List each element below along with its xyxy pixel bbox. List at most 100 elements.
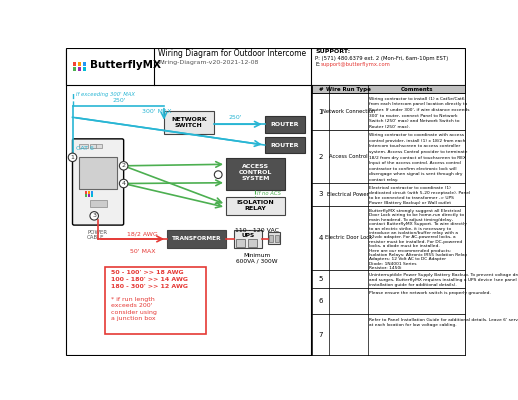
Text: 110 - 120 VAC: 110 - 120 VAC: [235, 228, 279, 233]
Circle shape: [119, 179, 128, 188]
Bar: [93, 144, 102, 148]
Text: 7: 7: [318, 332, 323, 338]
Bar: [312, 183, 465, 206]
Text: Isolation Relays: Altronix IR55 Isolation Relay: Isolation Relays: Altronix IR55 Isolatio…: [369, 253, 468, 257]
Text: POWER: POWER: [87, 230, 107, 235]
Text: E:: E:: [315, 62, 320, 68]
Bar: [312, 94, 465, 130]
Text: #: #: [318, 87, 323, 92]
Text: 2: 2: [319, 154, 323, 160]
Bar: [90, 200, 107, 207]
Text: 1: 1: [318, 109, 323, 115]
Text: consider using: consider using: [111, 310, 157, 315]
Text: 250': 250': [228, 115, 242, 120]
Text: ROUTER: ROUTER: [270, 142, 299, 148]
Text: SYSTEM: SYSTEM: [241, 176, 270, 182]
Text: Router (250' max).: Router (250' max).: [369, 125, 410, 129]
Text: CONTROL: CONTROL: [239, 170, 272, 175]
Text: 1: 1: [70, 155, 75, 160]
Text: Power (Battery Backup) or Wall outlet: Power (Battery Backup) or Wall outlet: [369, 201, 452, 205]
Text: 2: 2: [122, 163, 126, 168]
Circle shape: [90, 212, 98, 220]
Text: contact relay.: contact relay.: [369, 178, 398, 182]
Bar: [164, 111, 213, 134]
Text: TRANSFORMER: TRANSFORMER: [171, 236, 221, 242]
Text: 4: 4: [319, 235, 323, 241]
Text: 3: 3: [318, 191, 323, 197]
Bar: [312, 270, 465, 288]
Bar: [226, 158, 285, 190]
Bar: [82, 62, 87, 66]
Text: Access Control: Access Control: [329, 154, 368, 159]
Text: 180 - 300' >> 12 AWG: 180 - 300' >> 12 AWG: [111, 284, 188, 289]
Text: to an electric strike, it is necessary to: to an electric strike, it is necessary t…: [369, 226, 452, 230]
Bar: [312, 206, 465, 270]
Text: and surges, ButterflyMX requires installing a UPS device (see panel: and surges, ButterflyMX requires install…: [369, 278, 517, 282]
Text: 250': 250': [112, 98, 126, 103]
Bar: [90, 144, 96, 148]
Bar: [85, 191, 87, 194]
Text: introduce an isolation/buffer relay with a: introduce an isolation/buffer relay with…: [369, 231, 458, 235]
Text: Refer to Panel Installation Guide for additional details. Leave 6' service loop: Refer to Panel Installation Guide for ad…: [369, 318, 518, 322]
Text: Door Lock wiring to be home-run directly to: Door Lock wiring to be home-run directly…: [369, 213, 464, 217]
Text: CABLE: CABLE: [87, 235, 105, 240]
Bar: [105, 267, 206, 334]
Text: Diode: 1N4001 Series: Diode: 1N4001 Series: [369, 262, 417, 266]
Circle shape: [68, 153, 77, 162]
Text: disengage when signal is sent through dry: disengage when signal is sent through dr…: [369, 172, 463, 176]
Text: P: (571) 480.6379 ext. 2 (Mon-Fri, 6am-10pm EST): P: (571) 480.6379 ext. 2 (Mon-Fri, 6am-1…: [315, 56, 448, 61]
Text: 50' MAX: 50' MAX: [130, 249, 155, 254]
Text: system. Access Control provider to terminate: system. Access Control provider to termi…: [369, 150, 468, 154]
Bar: [312, 288, 465, 314]
Bar: [82, 67, 87, 71]
Bar: [79, 156, 118, 189]
Bar: [265, 116, 305, 133]
Text: installation guide for additional details).: installation guide for additional detail…: [369, 283, 457, 287]
Text: 100 - 180' >> 14 AWG: 100 - 180' >> 14 AWG: [111, 277, 188, 282]
Text: 50 - 100' >> 18 AWG: 50 - 100' >> 18 AWG: [111, 270, 184, 275]
Bar: [91, 194, 93, 197]
Text: dedicated circuit (with 5-20 receptacle). Panel: dedicated circuit (with 5-20 receptacle)…: [369, 191, 470, 195]
Bar: [312, 85, 465, 94]
Text: CAT 6: CAT 6: [76, 146, 93, 151]
Text: Resistor: 1450i: Resistor: 1450i: [369, 266, 402, 270]
Text: Adapters: 12 Volt AC to DC Adapter: Adapters: 12 Volt AC to DC Adapter: [369, 258, 447, 262]
Text: ButterflyMX: ButterflyMX: [90, 60, 161, 70]
Text: Wire Run Type: Wire Run Type: [326, 87, 371, 92]
Text: 3: 3: [92, 213, 96, 218]
Bar: [275, 235, 279, 242]
Text: 6: 6: [318, 298, 323, 304]
FancyBboxPatch shape: [73, 139, 124, 225]
Text: control provider, install (1) x 18/2 from each: control provider, install (1) x 18/2 fro…: [369, 139, 466, 143]
Text: ROUTER: ROUTER: [270, 122, 299, 127]
Bar: [268, 232, 280, 244]
Text: a junction box: a junction box: [111, 316, 156, 321]
Text: UPS: UPS: [241, 233, 254, 238]
Text: Wiring contractor to install (1) a Cat5e/Cat6: Wiring contractor to install (1) a Cat5e…: [369, 96, 465, 100]
Text: SUPPORT:: SUPPORT:: [315, 49, 350, 54]
Bar: [312, 314, 465, 355]
Text: RELAY: RELAY: [244, 206, 266, 212]
Text: Switch (250' max) and Network Switch to: Switch (250' max) and Network Switch to: [369, 119, 460, 123]
Bar: [73, 67, 76, 71]
Text: SWITCH: SWITCH: [175, 123, 203, 128]
Text: main headend. To adjust timing/delay,: main headend. To adjust timing/delay,: [369, 218, 453, 222]
Text: 300' MAX: 300' MAX: [142, 109, 172, 114]
Circle shape: [214, 171, 222, 178]
Text: at each location for low voltage cabling.: at each location for low voltage cabling…: [369, 323, 457, 327]
Text: Electrical Power: Electrical Power: [327, 192, 369, 197]
Bar: [167, 230, 226, 248]
Bar: [88, 194, 90, 197]
Bar: [91, 191, 93, 194]
Text: If no ACS: If no ACS: [257, 191, 281, 196]
Bar: [269, 235, 273, 242]
Bar: [73, 62, 76, 66]
Bar: [79, 144, 88, 148]
Bar: [226, 197, 285, 215]
Text: Uninterruptible Power Supply Battery Backup. To prevent voltage drops: Uninterruptible Power Supply Battery Bac…: [369, 273, 518, 277]
Text: 18/2 from dry contact of touchscreen to REX: 18/2 from dry contact of touchscreen to …: [369, 156, 466, 160]
Bar: [65, 48, 466, 85]
Text: 18/2 AWG: 18/2 AWG: [127, 231, 157, 236]
Text: Here are our recommended products:: Here are our recommended products:: [369, 248, 452, 252]
Text: Network Connection: Network Connection: [322, 110, 375, 114]
